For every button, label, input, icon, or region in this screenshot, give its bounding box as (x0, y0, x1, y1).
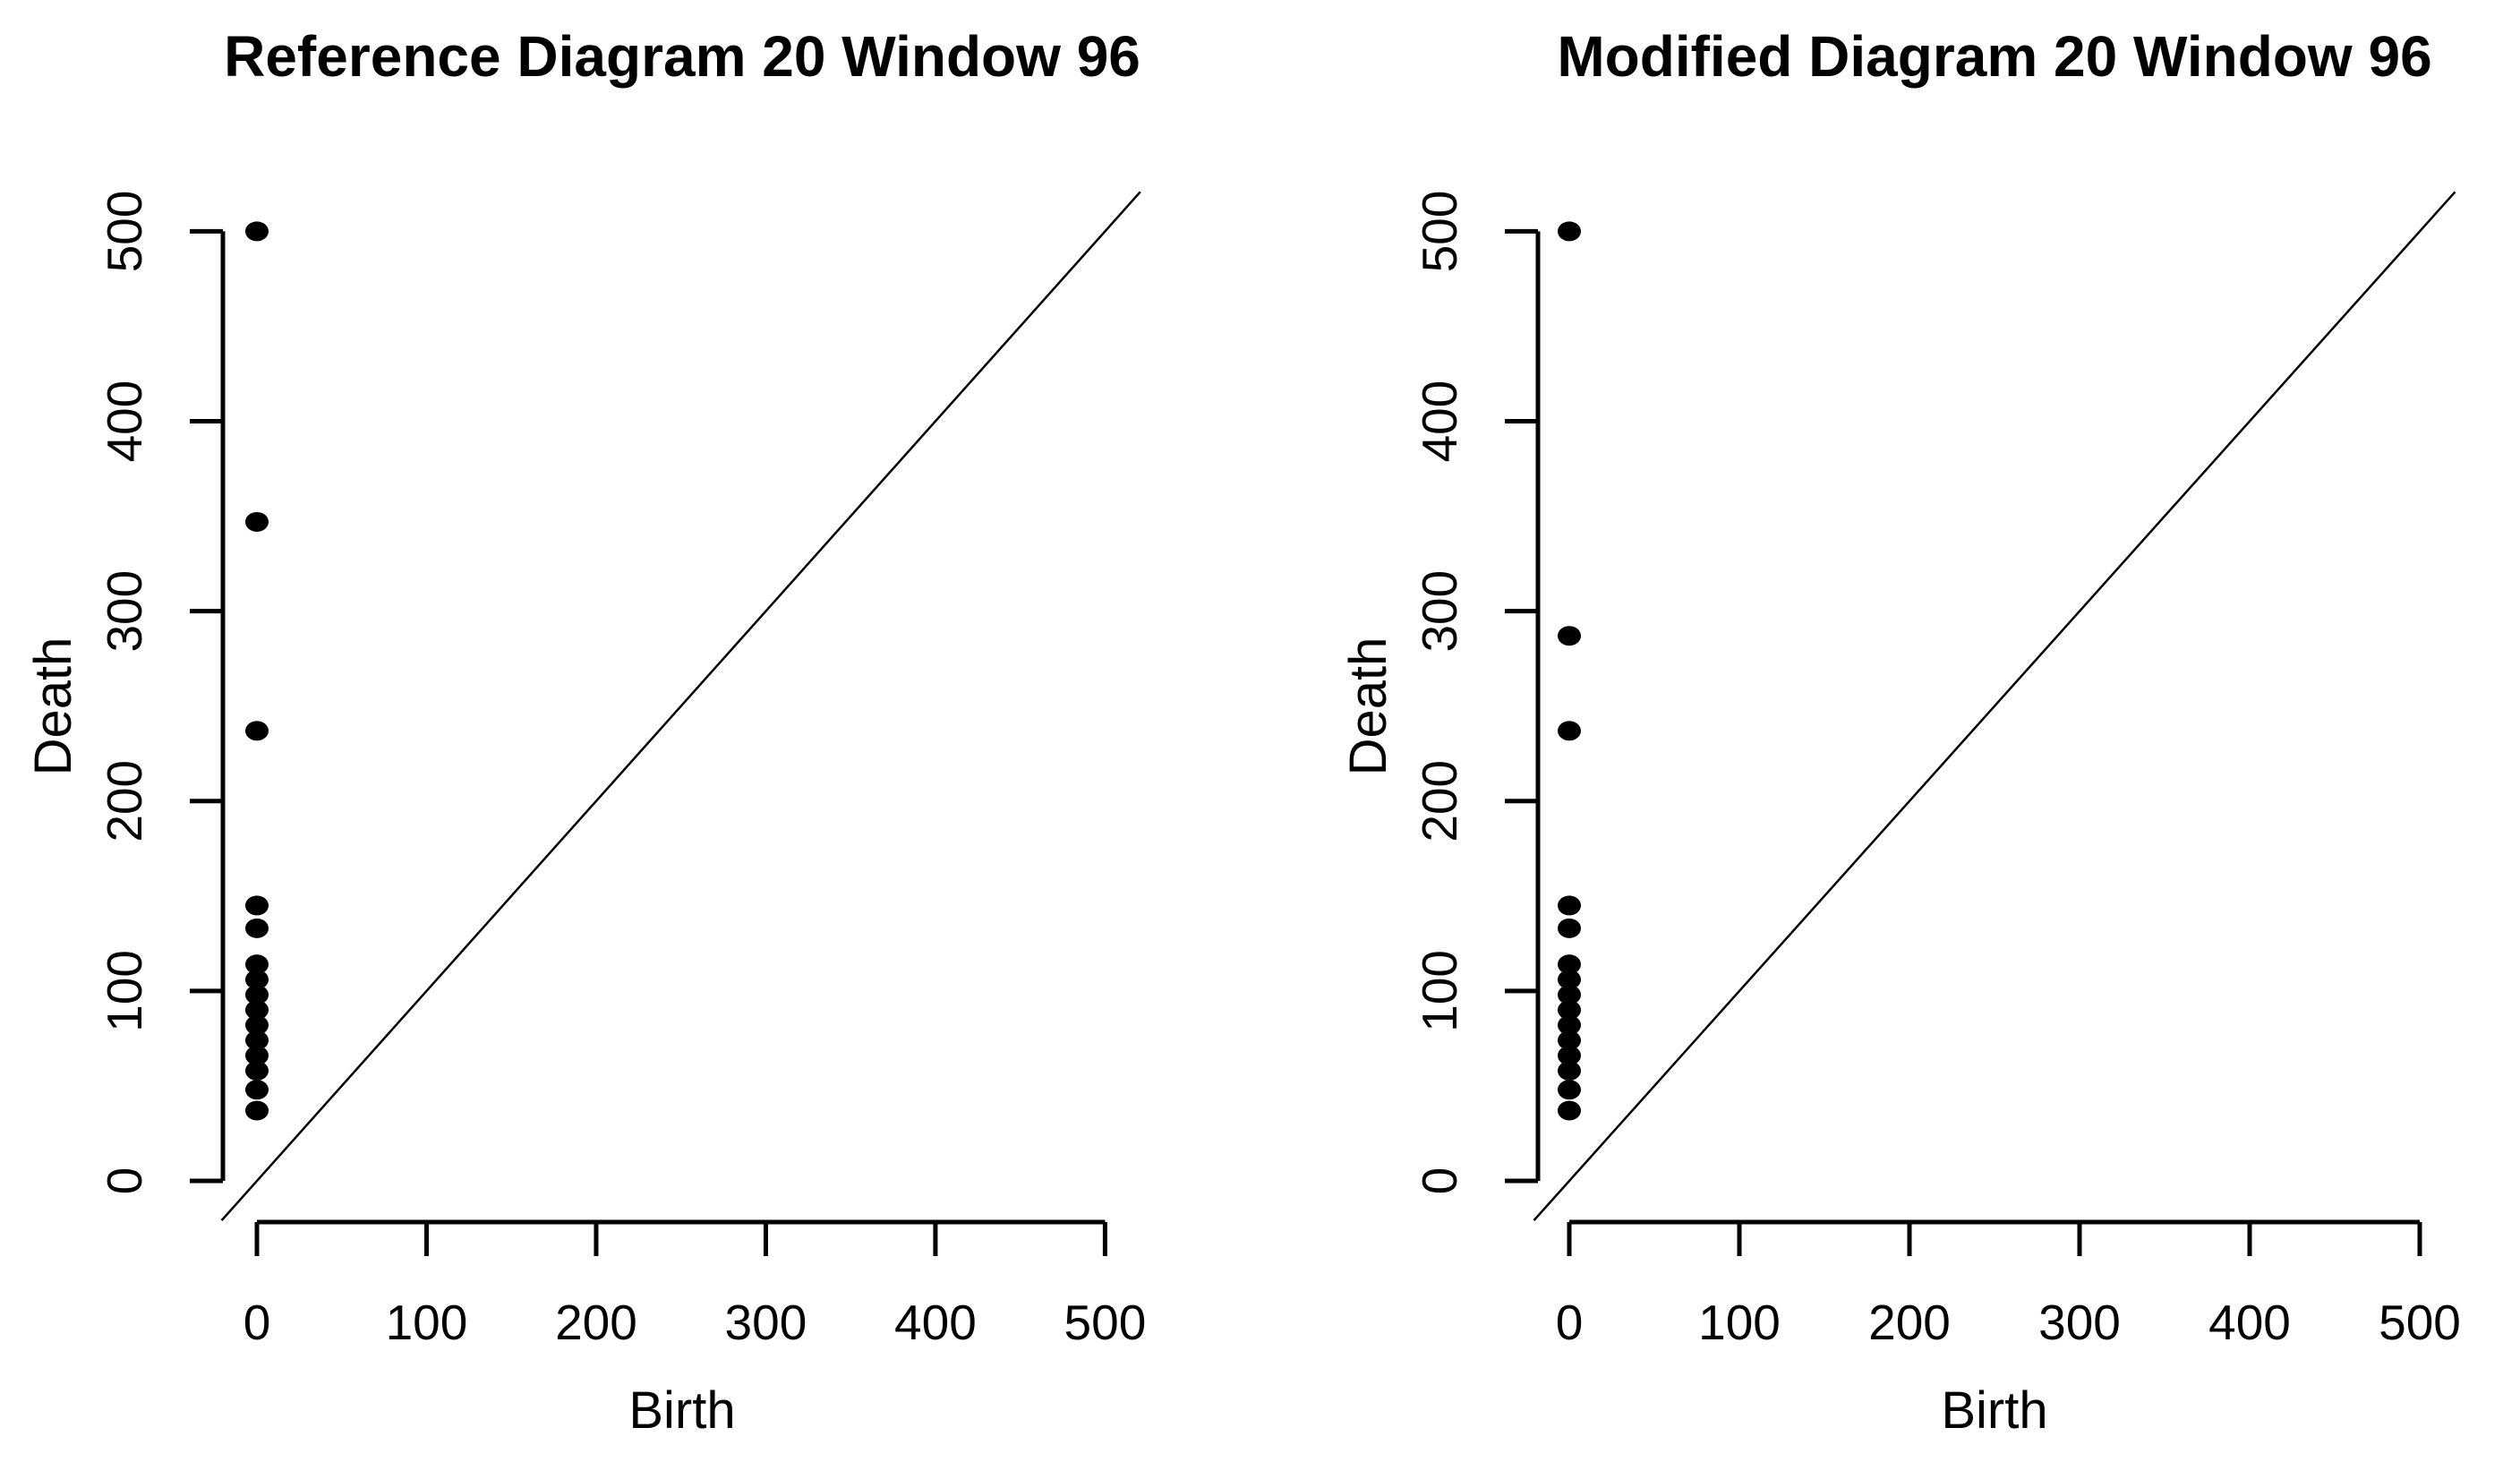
data-point (245, 1080, 269, 1100)
modified-diagram-title: Modified Diagram 20 Window 96 (1557, 24, 2432, 89)
data-point (245, 895, 269, 916)
data-point (1558, 1100, 1581, 1121)
data-point (1558, 1046, 1581, 1066)
reference-plot: 0 100 200 300 400 500 0 100 200 300 400 500 (97, 191, 1146, 1350)
reference-x-axis-label: Birth (628, 1381, 736, 1440)
data-point (1558, 985, 1581, 1005)
x-tick-label: 500 (2379, 1295, 2461, 1350)
y-tick-label: 100 (1412, 950, 1467, 1032)
y-tick-label: 400 (1412, 380, 1467, 463)
data-point (1558, 626, 1581, 646)
x-tick-label: 300 (2038, 1295, 2121, 1350)
data-point (245, 954, 269, 975)
y-tick-label: 200 (1412, 760, 1467, 842)
data-point (1558, 1030, 1581, 1051)
data-point (1558, 1080, 1581, 1100)
data-point (245, 970, 269, 990)
data-point (245, 221, 269, 242)
x-tick-label: 200 (555, 1295, 637, 1350)
data-point (245, 1000, 269, 1021)
data-point (245, 1100, 269, 1121)
y-tick-label: 200 (97, 760, 152, 842)
data-point (245, 918, 269, 938)
reference-diagram-title: Reference Diagram 20 Window 96 (224, 24, 1140, 89)
data-point (1558, 1060, 1581, 1081)
data-point (245, 1015, 269, 1036)
x-tick-label: 100 (1698, 1295, 1781, 1350)
x-tick-label: 300 (725, 1295, 807, 1350)
data-point (1558, 221, 1581, 242)
y-tick-label: 100 (97, 950, 152, 1032)
data-point (1558, 1015, 1581, 1036)
y-tick-label: 500 (1412, 191, 1467, 273)
data-point (245, 511, 269, 532)
data-point (245, 1046, 269, 1066)
x-tick-label: 400 (2208, 1295, 2291, 1350)
data-point (1558, 954, 1581, 975)
x-tick-label: 100 (386, 1295, 468, 1350)
diagonal-line (1533, 191, 2456, 1221)
y-tick-label: 500 (97, 191, 152, 273)
data-point (245, 985, 269, 1005)
data-point (1558, 918, 1581, 938)
modified-plot: 0 100 200 300 400 500 0 100 200 300 400 500 (1412, 191, 2461, 1350)
data-point (245, 721, 269, 741)
data-point (1558, 721, 1581, 741)
reference-y-axis-label: Death (24, 637, 82, 776)
y-tick-label: 0 (1412, 1167, 1467, 1195)
diagonal-line (220, 191, 1141, 1221)
data-point (1558, 895, 1581, 916)
x-tick-label: 200 (1868, 1295, 1951, 1350)
y-tick-label: 300 (1412, 570, 1467, 653)
y-tick-label: 0 (97, 1167, 152, 1195)
x-tick-label: 500 (1064, 1295, 1147, 1350)
x-tick-label: 0 (1556, 1295, 1584, 1350)
y-tick-label: 300 (97, 570, 152, 653)
data-point (245, 1060, 269, 1081)
x-tick-label: 0 (243, 1295, 271, 1350)
data-point (245, 1030, 269, 1051)
y-tick-label: 400 (97, 380, 152, 463)
data-point (1558, 970, 1581, 990)
modified-y-axis-label: Death (1339, 637, 1397, 776)
modified-x-axis-label: Birth (1941, 1381, 2048, 1440)
data-point (1558, 1000, 1581, 1021)
x-tick-label: 400 (894, 1295, 977, 1350)
